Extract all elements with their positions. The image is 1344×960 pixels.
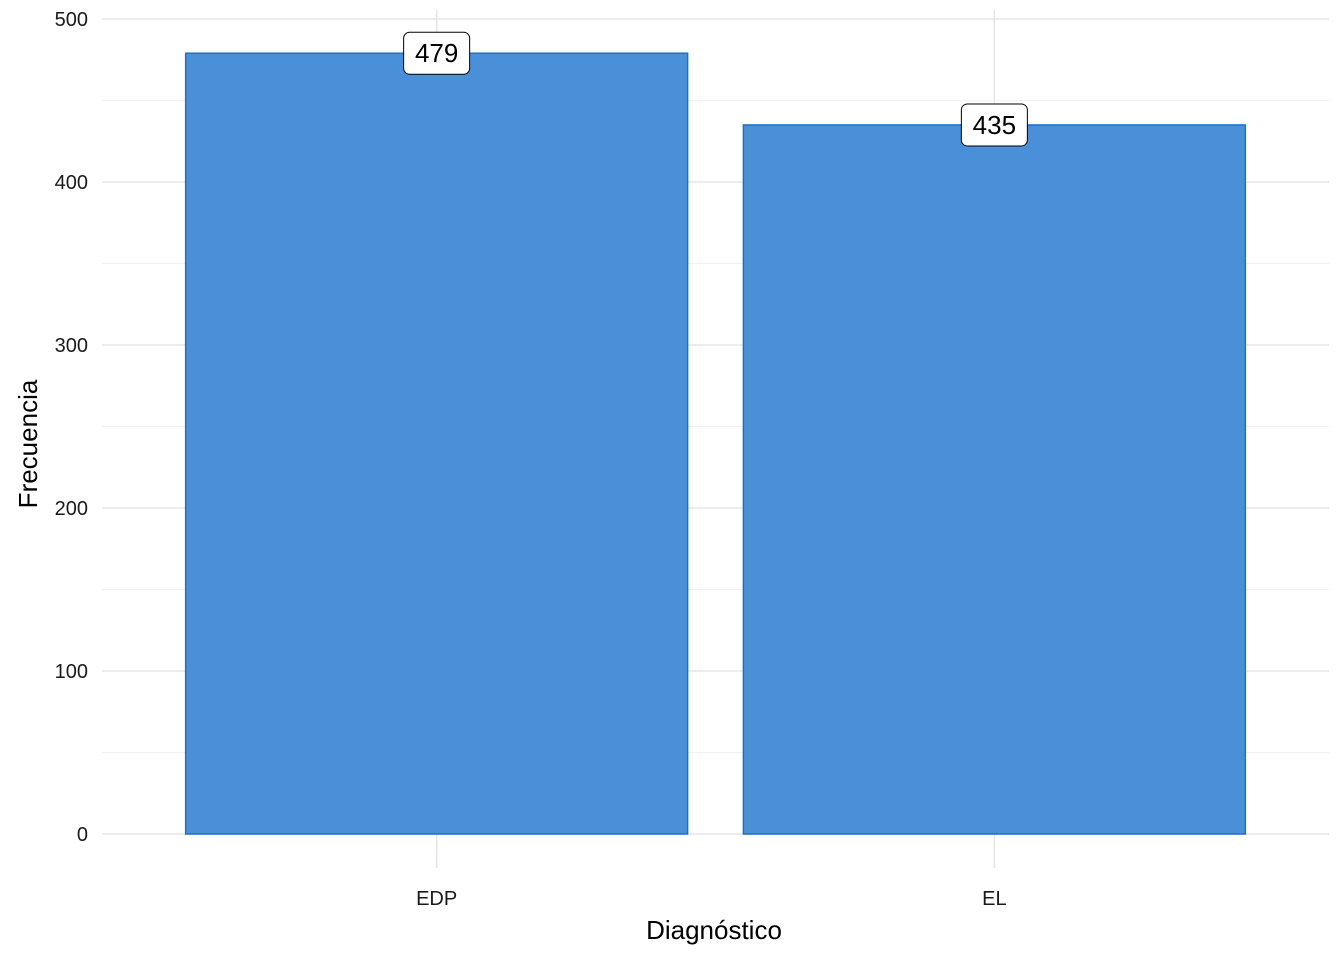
- x-axis-ticks: EDP EL: [416, 888, 1007, 910]
- bar-el: [742, 124, 1247, 835]
- bars: [184, 52, 1247, 835]
- y-tick-label: 200: [55, 498, 88, 520]
- y-axis-title: Frecuencia: [13, 379, 43, 508]
- data-label: 435: [973, 110, 1016, 140]
- data-label: 479: [415, 38, 458, 68]
- y-tick-label: 500: [55, 9, 88, 31]
- x-tick-label: EDP: [416, 888, 457, 910]
- data-labels: 479 435: [403, 31, 1028, 147]
- y-tick-label: 400: [55, 172, 88, 194]
- x-axis-title: Diagnóstico: [646, 915, 782, 945]
- y-tick-label: 0: [77, 824, 88, 846]
- bar-edp: [184, 52, 689, 835]
- data-label-box: [403, 31, 471, 75]
- data-label-box: [960, 103, 1028, 147]
- y-tick-label: 100: [55, 661, 88, 683]
- y-axis-ticks: 0 100 200 300 400 500: [55, 9, 88, 846]
- x-tick-label: EL: [982, 888, 1006, 910]
- y-tick-label: 300: [55, 335, 88, 357]
